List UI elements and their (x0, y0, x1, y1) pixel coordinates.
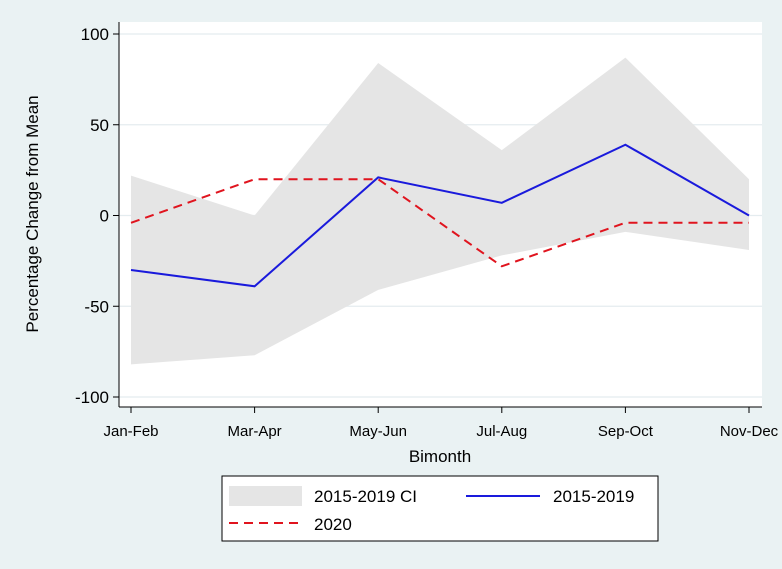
x-tick-label: Nov-Dec (720, 423, 779, 440)
y-axis-title: Percentage Change from Mean (23, 95, 42, 332)
y-tick-label: -50 (84, 297, 109, 316)
ci-band (131, 57, 749, 365)
legend-box (221, 475, 659, 542)
series-line-2015-2019 (130, 143, 750, 288)
series-lines-layer (130, 143, 750, 288)
x-axis-title: Bimonth (409, 447, 471, 466)
legend-swatch-ci (229, 486, 302, 506)
y-tick-label: -100 (75, 388, 109, 407)
x-tick-label: Mar-Apr (228, 423, 282, 440)
y-axis: 100 50 0 -50 -100 (75, 22, 120, 407)
legend-label-ci: 2015-2019 CI (314, 487, 417, 506)
legend-label-2015-2019: 2015-2019 (553, 487, 634, 506)
y-tick-label: 100 (81, 25, 109, 44)
legend: 2015-2019 CI 2015-2019 2020 (221, 475, 659, 542)
series-line-2020 (130, 178, 749, 268)
y-tick-label: 50 (90, 116, 109, 135)
legend-label-2020: 2020 (314, 515, 352, 534)
x-axis: Jan-Feb Mar-Apr May-Jun Jul-Aug Sep-Oct Nov-D… (103, 406, 779, 440)
ci-band-layer (131, 57, 749, 365)
x-tick-label: Jul-Aug (476, 423, 527, 440)
x-tick-label: Sep-Oct (598, 423, 654, 440)
x-tick-label: May-Jun (349, 423, 407, 440)
y-tick-label: 0 (100, 207, 109, 226)
x-tick-label: Jan-Feb (103, 423, 158, 440)
